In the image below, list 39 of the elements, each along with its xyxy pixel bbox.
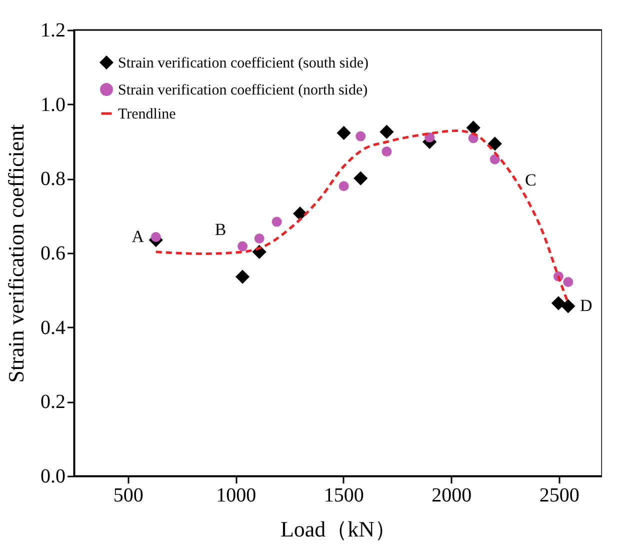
point — [354, 171, 368, 186]
x-tick-label: 2000 — [432, 484, 472, 506]
y-tick-label: 0.6 — [40, 242, 66, 264]
point — [254, 234, 264, 244]
point — [356, 131, 366, 142]
x-tick-label: 2500 — [539, 484, 580, 506]
point — [466, 120, 480, 135]
y-tick-label: 0.8 — [40, 168, 66, 190]
y-axis-title: Strain verification coefficient — [4, 124, 28, 383]
y-tick-label: 0.4 — [40, 316, 66, 339]
annotation: D — [580, 296, 592, 316]
point — [235, 270, 250, 284]
y-tick-label: 0.2 — [40, 391, 66, 414]
point — [424, 132, 435, 142]
legend-label: Trendline — [118, 106, 176, 122]
point — [488, 136, 502, 151]
y-tick-label: 1.0 — [40, 94, 66, 116]
legend-label: Strain verification coefficient (north side) — [118, 82, 368, 98]
point — [272, 216, 282, 227]
point — [382, 146, 392, 157]
y-tick-label: 1.2 — [40, 20, 66, 42]
point — [380, 124, 394, 139]
x-tick-label: 500 — [113, 484, 144, 506]
y-tick-label: 0.0 — [40, 466, 66, 488]
point — [551, 296, 566, 310]
point — [336, 126, 351, 140]
point — [150, 232, 161, 242]
annotation: C — [525, 170, 536, 190]
point — [561, 299, 576, 314]
x-tick-label: 1000 — [216, 484, 256, 506]
point — [563, 277, 574, 287]
point — [238, 241, 248, 252]
annotation: A — [132, 227, 145, 246]
point — [490, 154, 500, 164]
annotation: B — [214, 220, 226, 239]
legend-label: Strain verification coefficient (south side) — [118, 56, 368, 72]
x-axis-title: Load（kN） — [280, 516, 397, 542]
x-tick-label: 1500 — [324, 484, 364, 506]
point — [338, 181, 349, 192]
